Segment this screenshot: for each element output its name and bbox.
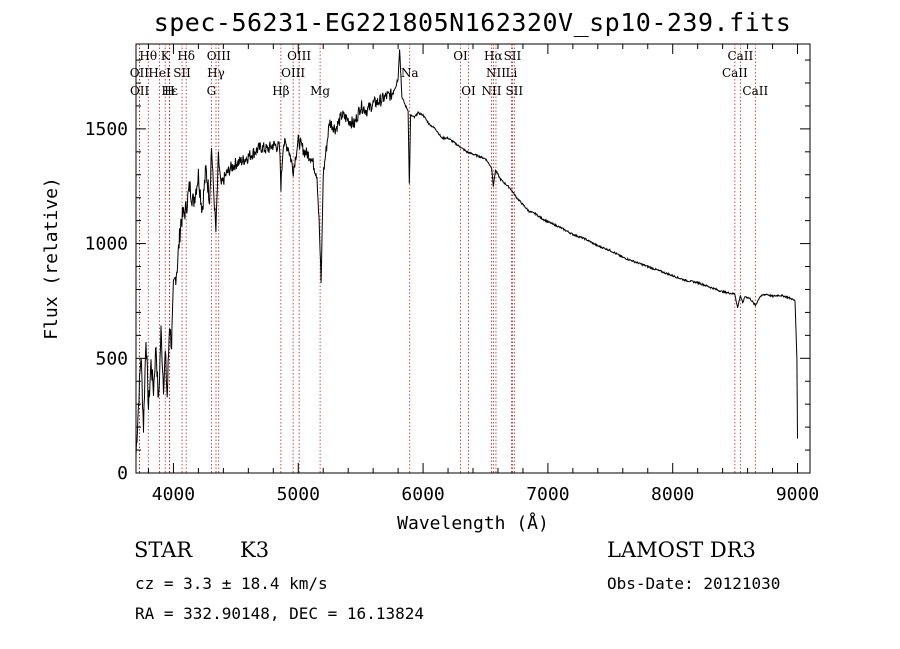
x-tick-label: 5000 <box>277 484 320 505</box>
spectral-line-label: OIII <box>281 66 305 80</box>
spectral-line-label: OIII <box>207 49 231 63</box>
object-subclass: K3 <box>240 538 270 562</box>
spectral-line-label: CaII <box>722 66 748 80</box>
spectral-line-label: SII <box>505 84 523 98</box>
spectral-line-label: OIII <box>287 49 311 63</box>
object-class: STAR <box>134 538 193 562</box>
spectral-line-label: SII <box>173 66 191 80</box>
chart-title: spec-56231-EG221805N162320V_sp10-239.fit… <box>153 8 792 37</box>
spectral-line-label: Hβ <box>272 84 289 98</box>
spectral-line-label: CaII <box>742 84 768 98</box>
coordinates: RA = 332.90148, DEC = 16.13824 <box>135 604 424 623</box>
spectral-line-label: Hθ <box>139 49 157 63</box>
spectral-line-label: NII <box>486 66 506 80</box>
spectral-line-label: Mg <box>310 84 330 98</box>
y-axis-label: Flux (relative) <box>41 177 62 340</box>
y-tick-label: 500 <box>95 348 128 369</box>
observation-date: Obs-Date: 20121030 <box>607 574 781 593</box>
spectral-line-label: Na <box>401 66 419 80</box>
spectral-line-label: OII <box>130 66 150 80</box>
y-tick-label: 0 <box>117 463 128 484</box>
redshift-velocity: cz = 3.3 ± 18.4 km/s <box>135 574 328 593</box>
plot-frame <box>135 43 811 474</box>
spectral-line-label: Hδ <box>177 49 195 63</box>
spectral-line-label: Hε <box>161 84 178 98</box>
survey-name: LAMOST DR3 <box>607 538 756 562</box>
spectral-line-label: K <box>161 49 171 63</box>
spectral-line-label: OII <box>130 84 150 98</box>
spectral-line-label: H <box>164 84 174 98</box>
y-tick-label: 1500 <box>85 119 128 140</box>
spectrum-line <box>135 49 798 455</box>
spectral-line-label: CaII <box>727 49 753 63</box>
y-tick-label: 1000 <box>85 234 128 255</box>
spectral-line-label: HeI <box>148 66 171 80</box>
x-axis-label: Wavelength (Å) <box>397 512 549 534</box>
spectral-line-label: NII <box>481 84 501 98</box>
spectral-line-label: Hγ <box>207 66 225 80</box>
spectral-line-label: Li <box>506 66 518 80</box>
x-tick-label: 7000 <box>526 484 569 505</box>
x-tick-label: 8000 <box>651 484 694 505</box>
spectral-line-label: OI <box>453 49 468 63</box>
spectral-line-label: OI <box>461 84 476 98</box>
spectral-line-label: Hα <box>484 49 503 63</box>
x-tick-label: 4000 <box>152 484 195 505</box>
spectral-line-label: G <box>207 84 217 98</box>
x-tick-label: 9000 <box>776 484 819 505</box>
spectral-line-label: SII <box>504 49 522 63</box>
x-tick-label: 6000 <box>401 484 444 505</box>
